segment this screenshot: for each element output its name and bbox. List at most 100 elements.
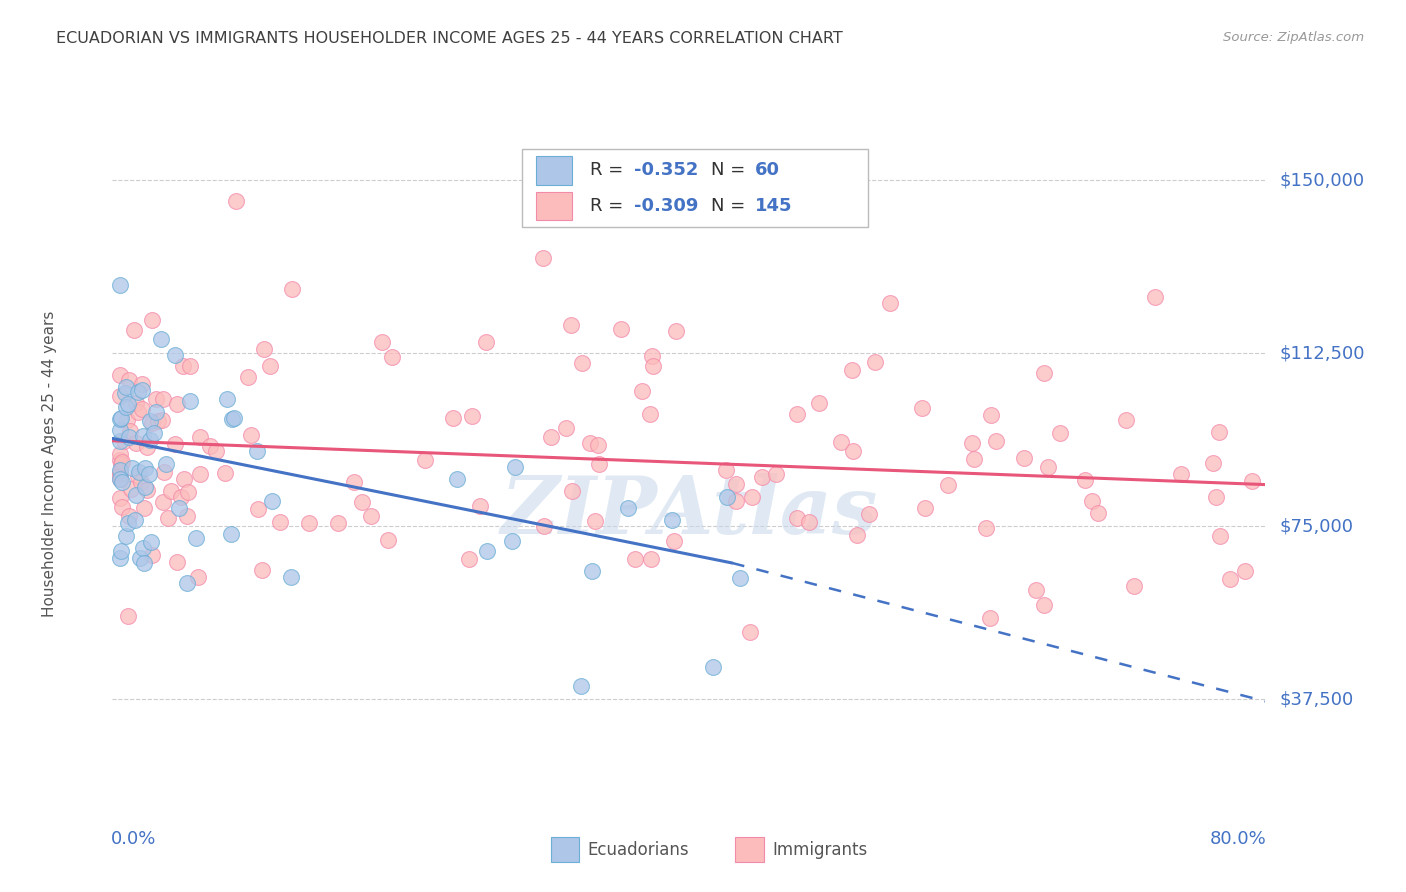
Point xyxy=(841,362,863,376)
Point xyxy=(224,411,246,425)
Point xyxy=(623,552,645,566)
FancyBboxPatch shape xyxy=(735,838,763,862)
Text: R =: R = xyxy=(589,197,628,215)
Point xyxy=(221,411,243,425)
Point xyxy=(960,436,983,450)
Point xyxy=(910,401,932,415)
Point xyxy=(205,443,228,458)
Text: 60: 60 xyxy=(755,161,780,179)
Point xyxy=(184,531,207,545)
Point xyxy=(129,475,152,489)
Point xyxy=(503,460,526,475)
Point xyxy=(664,533,686,548)
Point xyxy=(236,370,259,384)
Point xyxy=(714,462,737,476)
Point xyxy=(131,376,153,391)
Point xyxy=(134,556,156,570)
Point xyxy=(108,278,131,293)
Point xyxy=(176,509,198,524)
Point xyxy=(110,543,132,558)
Point xyxy=(153,466,176,480)
Point xyxy=(128,551,150,566)
Text: ECUADORIAN VS IMMIGRANTS HOUSEHOLDER INCOME AGES 25 - 44 YEARS CORRELATION CHART: ECUADORIAN VS IMMIGRANTS HOUSEHOLDER INC… xyxy=(56,31,844,46)
Point xyxy=(120,483,142,497)
Point xyxy=(173,473,195,487)
Point xyxy=(187,570,209,584)
Point xyxy=(846,528,869,542)
Point xyxy=(716,490,738,504)
Point xyxy=(108,434,131,448)
Point xyxy=(108,551,131,566)
Point xyxy=(225,194,247,209)
Text: -0.309: -0.309 xyxy=(634,197,697,215)
Point xyxy=(108,463,131,477)
Point xyxy=(540,429,562,443)
Point xyxy=(114,380,136,394)
Point xyxy=(125,488,148,502)
Point xyxy=(125,436,148,450)
Point xyxy=(108,472,131,486)
Point xyxy=(702,660,724,674)
Point xyxy=(616,501,638,516)
Point xyxy=(110,500,132,514)
Point xyxy=(588,457,610,471)
Point xyxy=(118,430,141,444)
Point xyxy=(799,515,821,529)
Point xyxy=(108,467,131,481)
FancyBboxPatch shape xyxy=(536,192,572,220)
Point xyxy=(139,433,162,447)
Point xyxy=(108,412,131,426)
Point xyxy=(979,610,1001,624)
Text: R =: R = xyxy=(589,161,628,179)
Point xyxy=(166,555,188,569)
Point xyxy=(583,514,606,528)
Point xyxy=(531,251,554,265)
Text: Immigrants: Immigrants xyxy=(772,840,868,859)
Point xyxy=(131,541,153,555)
Point xyxy=(139,535,162,549)
Point xyxy=(728,571,751,585)
Point xyxy=(938,478,960,492)
Point xyxy=(160,483,183,498)
Point xyxy=(117,516,139,530)
Point xyxy=(879,296,901,310)
Text: $112,500: $112,500 xyxy=(1279,344,1365,362)
Point xyxy=(441,410,464,425)
Point xyxy=(470,499,492,513)
Point xyxy=(665,324,688,338)
Point xyxy=(984,434,1007,448)
Text: ZIPAtlas: ZIPAtlas xyxy=(501,473,877,550)
Point xyxy=(141,313,163,327)
Point xyxy=(108,389,131,403)
Point xyxy=(115,400,138,414)
Point xyxy=(741,490,763,504)
Text: 80.0%: 80.0% xyxy=(1209,830,1267,848)
Point xyxy=(725,476,748,491)
Point xyxy=(298,516,321,531)
Point xyxy=(118,373,141,387)
Point xyxy=(127,384,149,399)
Point xyxy=(413,453,436,467)
Point xyxy=(115,529,138,543)
Point xyxy=(1012,451,1035,466)
Point xyxy=(190,467,212,481)
Point xyxy=(152,495,174,509)
Point xyxy=(1122,578,1144,592)
Point xyxy=(863,355,886,369)
Point xyxy=(1205,490,1227,504)
Point xyxy=(138,467,160,481)
Point xyxy=(134,480,156,494)
Point xyxy=(561,483,583,498)
Point xyxy=(108,467,131,481)
Point xyxy=(786,511,808,525)
Point xyxy=(280,281,302,295)
Text: Source: ZipAtlas.com: Source: ZipAtlas.com xyxy=(1223,31,1364,45)
Point xyxy=(127,468,149,483)
Point xyxy=(124,323,146,337)
Point xyxy=(172,359,194,373)
Point xyxy=(1049,425,1071,440)
Point xyxy=(136,441,159,455)
Point xyxy=(980,408,1002,422)
Point xyxy=(725,494,748,508)
Point xyxy=(131,383,153,397)
